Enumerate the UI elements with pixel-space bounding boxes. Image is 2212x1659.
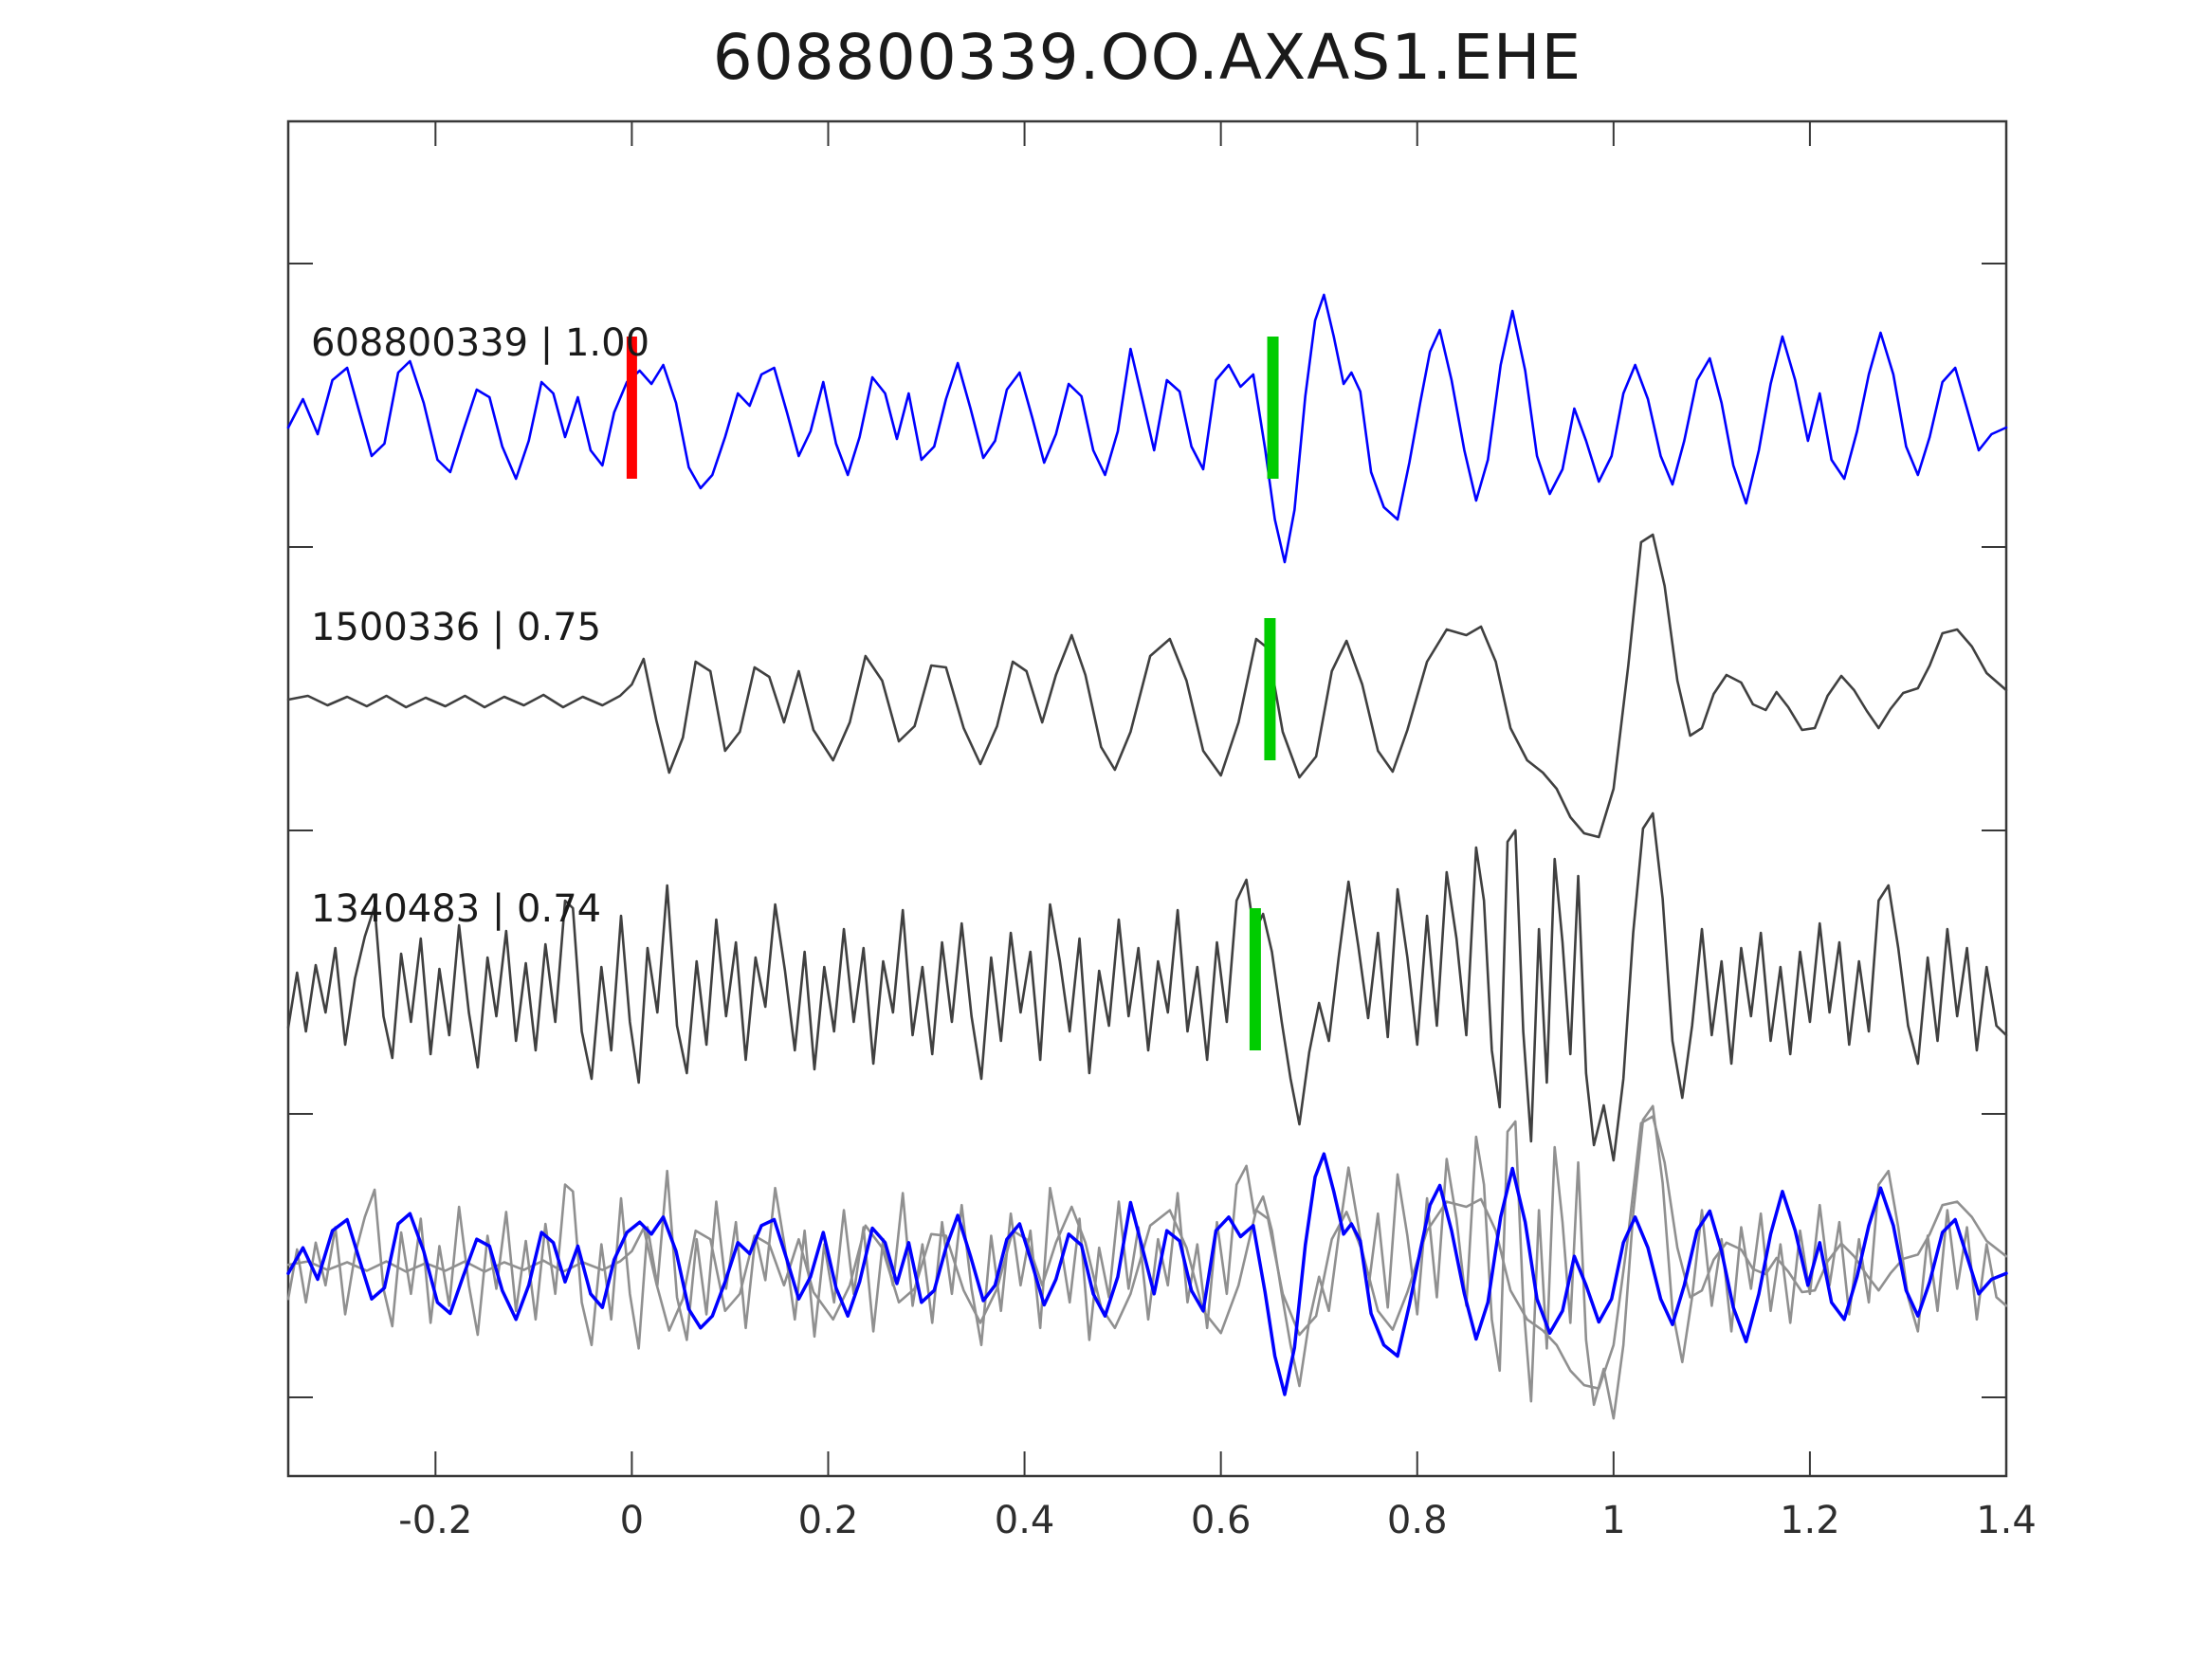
x-tick-label: 0 bbox=[620, 1499, 644, 1542]
x-tick-label: -0.2 bbox=[398, 1499, 472, 1542]
trace-1340483 bbox=[286, 811, 2008, 1162]
x-tick-label: 0.2 bbox=[798, 1499, 859, 1542]
x-tick-label: 1.2 bbox=[1780, 1499, 1840, 1542]
trace-1500336 bbox=[286, 533, 2008, 839]
trace-label-detection-2: 1340483 | 0.74 bbox=[311, 887, 601, 931]
overlay-trace-1500336 bbox=[286, 1115, 2008, 1390]
pick-marker bbox=[626, 337, 637, 479]
detection-marker-1500336 bbox=[1264, 618, 1276, 760]
x-tick-label: 0.6 bbox=[1191, 1499, 1252, 1542]
overlay-trace-608800339 bbox=[286, 1152, 2008, 1396]
x-tick-label: 0.8 bbox=[1387, 1499, 1448, 1542]
detection-marker-608800339 bbox=[1267, 337, 1279, 479]
overlay-trace-1340483 bbox=[286, 1104, 2008, 1420]
x-tick-label: 1.4 bbox=[1976, 1499, 2037, 1542]
trace-label-template: 608800339 | 1.00 bbox=[311, 321, 649, 365]
x-tick-label: 1 bbox=[1601, 1499, 1625, 1542]
plot-frame bbox=[286, 119, 2008, 1478]
trace-labels: 608800339 | 1.00 1500336 | 0.75 1340483 … bbox=[311, 321, 649, 931]
detection-marker-1340483 bbox=[1249, 908, 1261, 1050]
event-markers bbox=[626, 337, 1279, 1050]
axis-ticks bbox=[288, 121, 2007, 1476]
chart-title: 608800339.OO.AXAS1.EHE bbox=[712, 21, 1582, 94]
x-axis-tick-labels: -0.2 0 0.2 0.4 0.6 0.8 1 1.2 1.4 bbox=[398, 1499, 2037, 1542]
x-tick-label: 0.4 bbox=[995, 1499, 1055, 1542]
trace-label-detection-1: 1500336 | 0.75 bbox=[311, 606, 601, 649]
waveform-traces bbox=[286, 293, 2008, 1420]
trace-608800339 bbox=[286, 293, 2008, 564]
plot-border bbox=[286, 119, 2008, 1478]
